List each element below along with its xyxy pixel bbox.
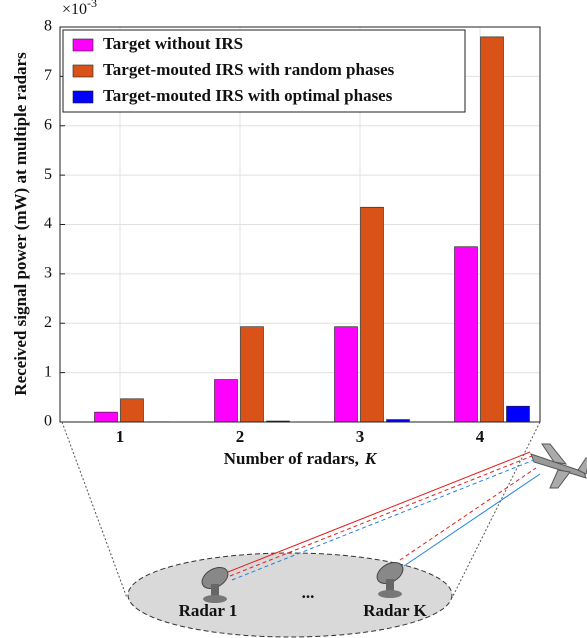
x-tick-label: 2 [236, 427, 245, 446]
zoom-line [451, 421, 541, 599]
y-tick-label: 7 [44, 67, 52, 84]
bar [454, 246, 478, 423]
legend-label: Target without IRS [103, 34, 243, 53]
y-axis-label: Received signal power (mW) at multiple r… [11, 52, 30, 396]
axes-box [59, 26, 541, 423]
plot: 0 1 2 3 4 5 6 7 8 1 2 3 4 Target without IRS Target-mo… [44, 18, 541, 446]
y-tick-label: 0 [44, 413, 52, 430]
bar [506, 405, 530, 423]
aircraft-icon [530, 443, 587, 489]
bar [94, 411, 118, 423]
legend-box [62, 29, 466, 113]
x-tick-label: 1 [116, 427, 125, 446]
y-tick-label: 8 [44, 18, 52, 35]
bar [480, 36, 504, 423]
bar [360, 206, 384, 423]
y-tick-label: 3 [44, 265, 52, 282]
legend-label: Target-mouted IRS with optimal phases [103, 86, 393, 105]
bar [214, 379, 238, 423]
radar-label: Radar 1 [179, 601, 238, 620]
legend-swatch [72, 38, 94, 52]
legend-swatch [72, 90, 94, 104]
y-tick-label: 6 [44, 116, 52, 133]
bar [240, 326, 264, 423]
signal-arrows [227, 451, 541, 581]
x-tick-label: 3 [356, 427, 365, 446]
legend-label: Target-mouted IRS with random phases [103, 60, 395, 79]
y-tick-label: 1 [44, 363, 52, 380]
diagram: Radar 1 ... Radar K [61, 421, 587, 638]
y-tick-label: 2 [44, 314, 52, 331]
y-multiplier: ×10-3 [62, 0, 97, 18]
x-tick-label: 4 [476, 427, 485, 446]
radar-label: Radar K [363, 601, 427, 620]
bar [334, 326, 358, 423]
x-axis-label: Number of radars, K [224, 449, 378, 468]
radar-icon [376, 562, 404, 598]
bar [120, 398, 144, 423]
y-tick-label: 4 [44, 215, 52, 232]
legend-swatch [72, 64, 94, 78]
y-tick-label: 5 [44, 166, 52, 183]
ground [127, 552, 453, 638]
zoom-line [61, 421, 128, 599]
radar-icon [201, 567, 229, 603]
ellipsis: ... [302, 583, 315, 602]
